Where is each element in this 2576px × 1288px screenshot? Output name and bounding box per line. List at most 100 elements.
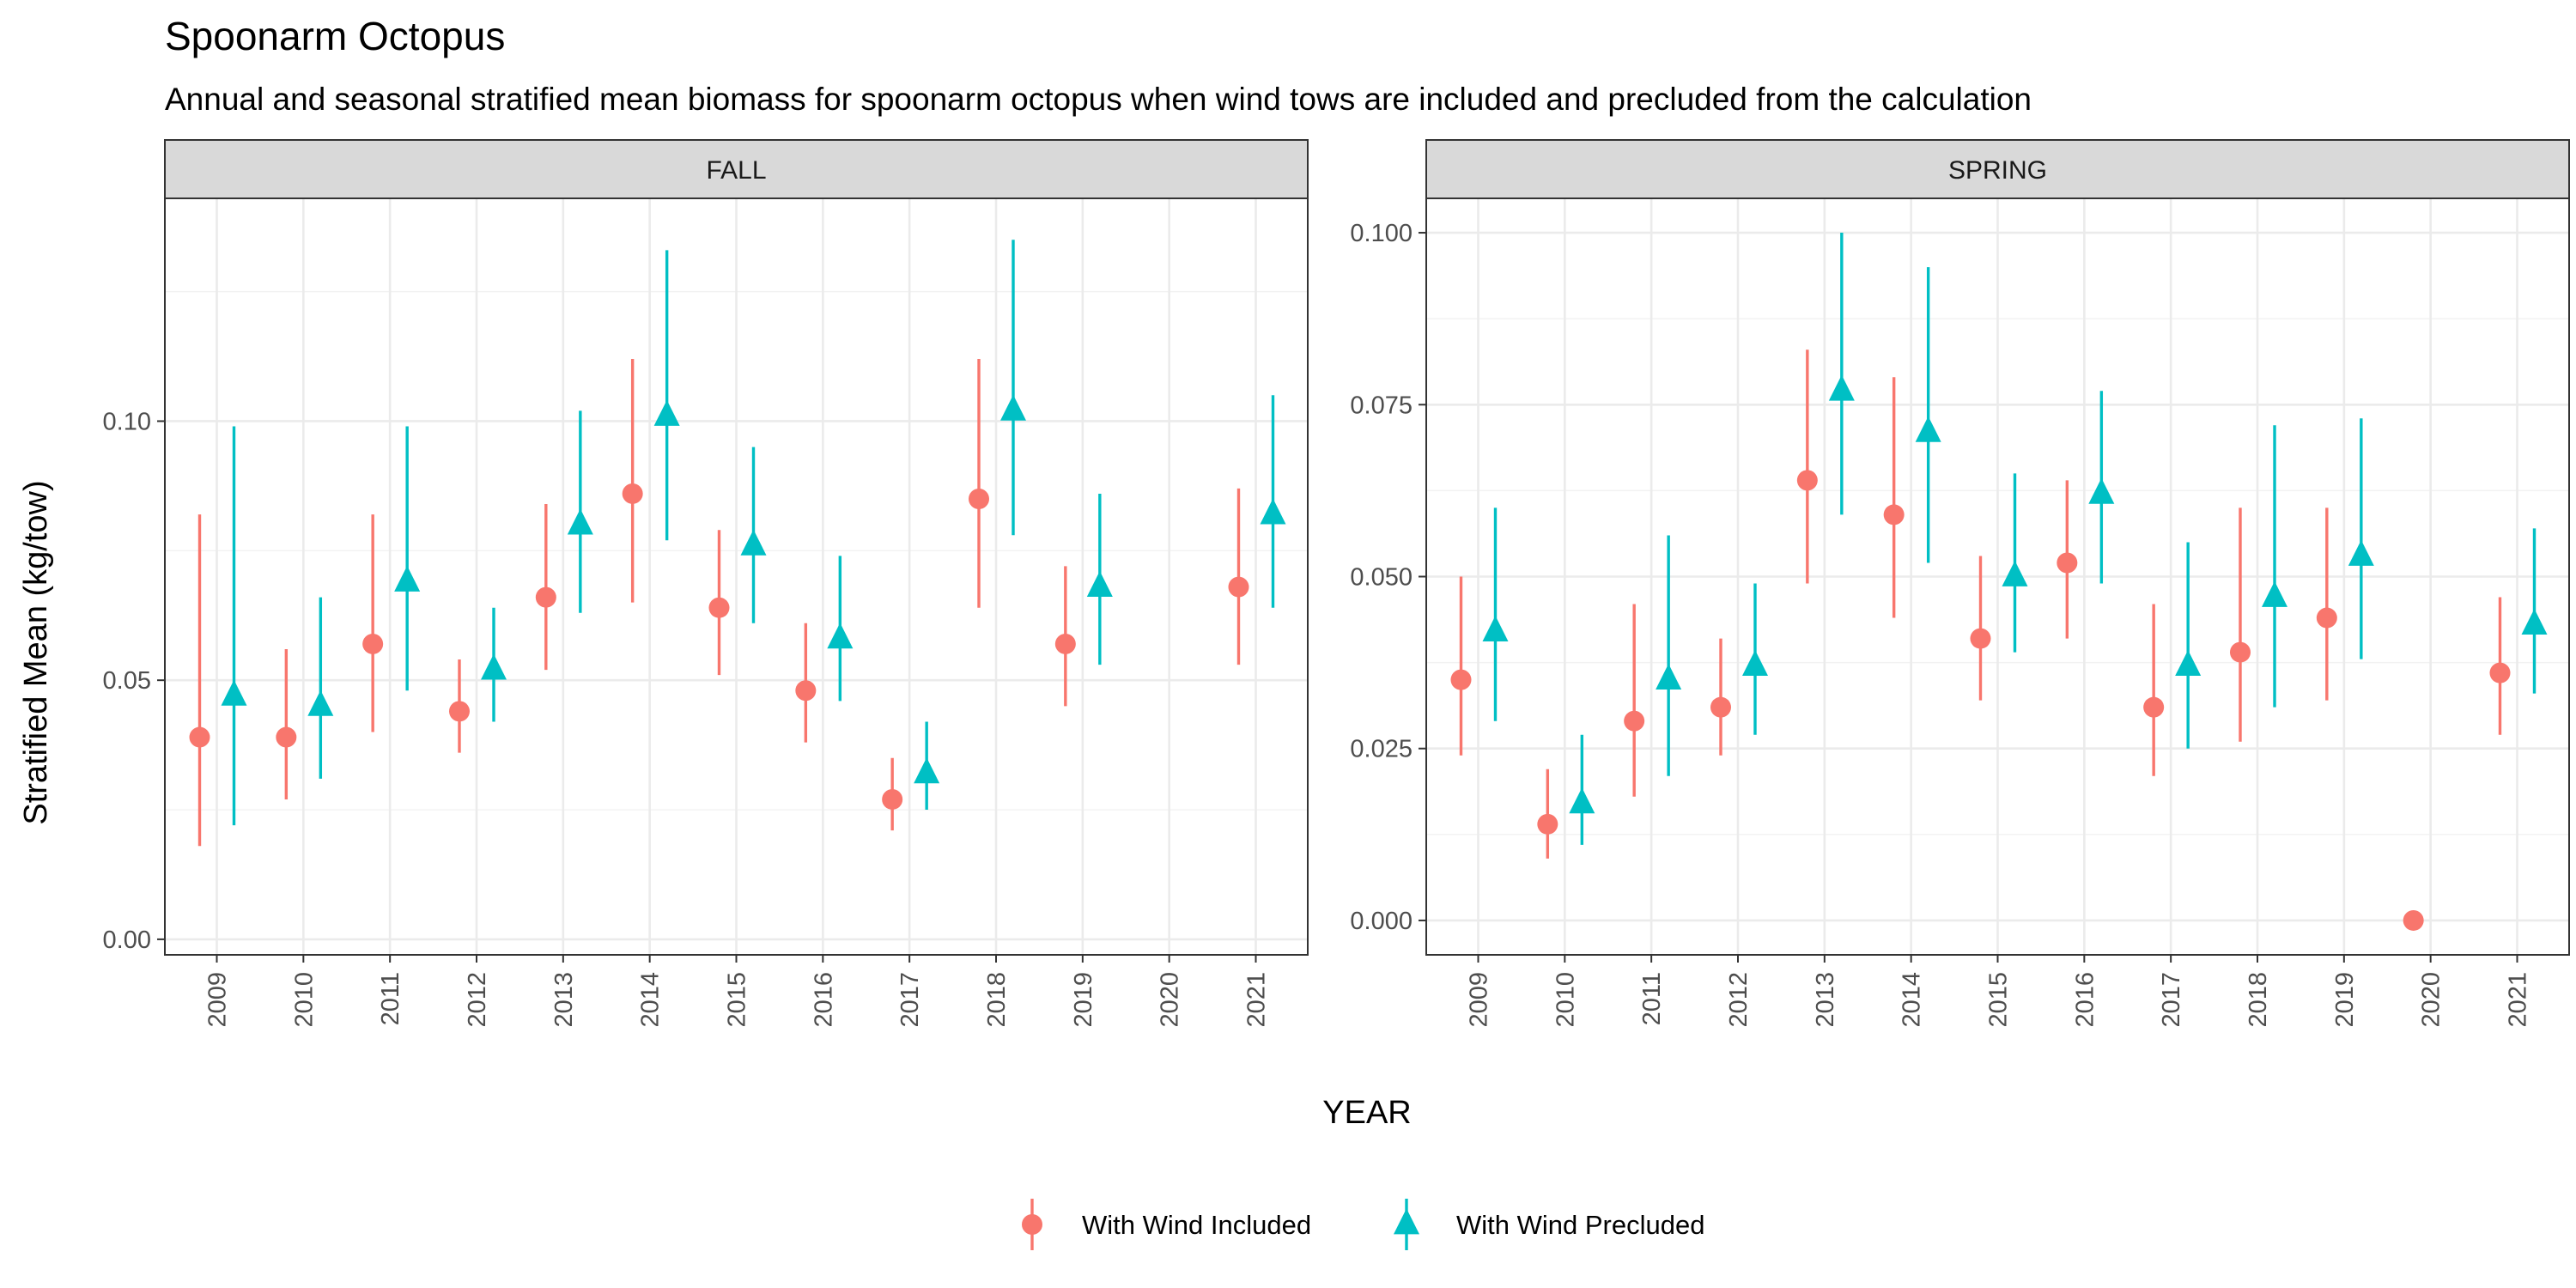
x-tick-label: 2018 [983,972,1011,1028]
point-2014 [653,399,680,426]
x-tick-label: 2012 [464,972,491,1028]
point-2009 [1482,615,1509,641]
legend-key-circle [1022,1214,1042,1235]
x-tick-label: 2017 [896,972,924,1028]
series-with-wind-precluded [1482,233,2548,845]
point-2019 [1054,633,1076,654]
x-tick-label: 2010 [290,972,318,1028]
point-2017 [2143,696,2165,718]
point-2021 [2489,662,2511,683]
point-2010 [1569,787,1595,814]
legend-item-with-wind-precluded: With Wind Precluded [1394,1199,1704,1250]
point-2015 [1970,628,1991,649]
series-with-wind-precluded [221,240,1286,826]
point-2017 [882,788,903,810]
x-tick-label: 2014 [1899,972,1926,1028]
facet-strip [164,139,1309,199]
point-2011 [1624,710,1645,732]
chart-subtitle: Annual and seasonal stratified mean biom… [165,82,2032,117]
legend-key-triangle [1394,1208,1419,1235]
y-tick-label: 0.050 [1350,564,1413,592]
x-tick-label: 2021 [2505,972,2532,1028]
point-2021 [2521,608,2548,635]
point-2015 [740,529,767,556]
facet-strip [1425,139,2570,199]
point-2012 [481,653,507,680]
facet-strip-label: SPRING [1948,156,2047,185]
point-2021 [1260,498,1286,525]
point-2014 [622,483,643,504]
x-tick-label: 2020 [2418,972,2445,1028]
y-tick-label: 0.075 [1350,392,1413,419]
point-2016 [2057,552,2078,574]
x-tick-label: 2012 [1725,972,1753,1028]
x-tick-label: 2016 [2071,972,2099,1028]
y-axis-title: Stratified Mean (kg/tow) [18,480,54,824]
x-tick-label: 2020 [1157,972,1184,1028]
chart-title: Spoonarm Octopus [165,14,505,58]
point-2014 [1915,416,1941,442]
panel-spring: SPRING 0.000 0.025 0.050 0.075 0.100 2009 2010 2… [1350,139,2570,1028]
x-tick-label: 2013 [550,972,578,1028]
x-tick-label: 2011 [377,972,404,1025]
y-tick-label: 0.00 [103,927,151,954]
y-tick-label: 0.100 [1350,220,1413,247]
point-2021 [1228,576,1249,598]
x-tick-label: 2016 [810,972,837,1028]
y-tick-label: 0.000 [1350,908,1413,935]
point-2013 [1796,470,1818,491]
x-tick-label: 2019 [2331,972,2359,1028]
point-2017 [2175,650,2202,677]
x-tick-label: 2010 [1552,972,1579,1028]
point-2009 [189,726,210,748]
x-tick-label: 2021 [1243,972,1271,1028]
x-tick-label: 2017 [2158,972,2185,1028]
x-tick-label: 2014 [637,972,665,1028]
point-2011 [394,565,421,592]
point-2010 [1537,813,1558,835]
y-tick-label: 0.10 [103,408,151,435]
point-2015 [2002,560,2028,586]
point-2016 [795,680,817,702]
point-2015 [708,597,730,618]
point-2010 [307,690,334,716]
legend-item-with-wind-included: With Wind Included [1022,1199,1311,1250]
point-2018 [1000,394,1026,421]
panel-fall: FALL 0.00 0.05 0.10 2009 2010 2011 2012 2013 2014… [103,139,1309,1028]
point-2011 [362,633,384,654]
x-tick-label: 2013 [1812,972,1839,1028]
y-tick-label: 0.025 [1350,736,1413,763]
series-with-wind-included [1450,349,2511,931]
point-2011 [1656,664,1682,690]
point-2018 [969,488,989,509]
x-tick-label: 2015 [1985,972,2013,1028]
point-2016 [827,623,854,649]
x-axis-title: YEAR [1322,1095,1411,1131]
point-2019 [1086,570,1113,597]
series-with-wind-included [189,359,1249,847]
legend: With Wind Included With Wind Precluded [1022,1199,1704,1250]
point-2013 [1828,374,1855,401]
point-2012 [1710,696,1731,718]
x-tick-label: 2015 [724,972,751,1028]
legend-label: With Wind Precluded [1456,1210,1704,1240]
point-2016 [2088,477,2115,504]
point-2018 [2262,580,2287,607]
point-2009 [221,679,247,706]
point-2014 [1883,504,1905,526]
x-tick-label: 2009 [1466,972,1493,1028]
x-tick-label: 2019 [1070,972,1097,1028]
point-2017 [914,757,940,784]
x-tick-label: 2009 [204,972,232,1028]
facet-strip-label: FALL [706,156,766,185]
point-2019 [2316,607,2337,629]
point-2018 [2230,641,2251,663]
point-2010 [276,726,297,748]
y-tick-label: 0.05 [103,667,151,695]
point-2012 [1742,650,1768,677]
point-2020 [2403,909,2424,931]
point-2013 [535,586,556,608]
legend-label: With Wind Included [1082,1210,1311,1240]
point-2009 [1450,669,1472,690]
